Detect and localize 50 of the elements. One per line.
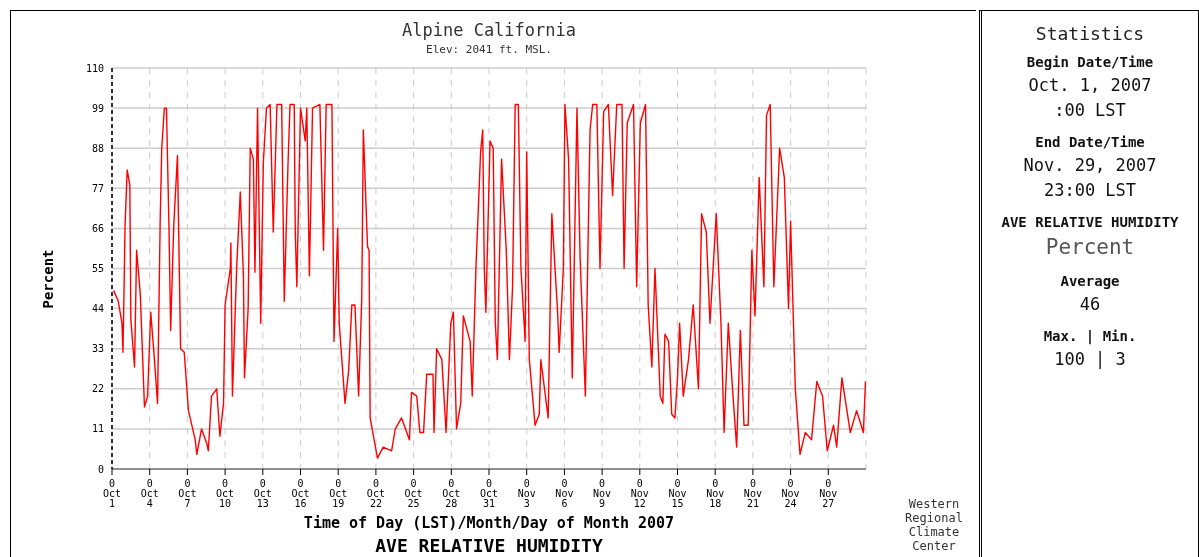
x-tick-label: 0 Oct 13 — [253, 478, 272, 509]
y-tick-label: 0 — [97, 463, 104, 475]
x-tick-label: 0 Nov 9 — [593, 478, 612, 509]
text: Max. | Min. — [1042, 328, 1138, 344]
x-tick-label: 0 Nov 12 — [630, 478, 649, 509]
text: Percent — [1044, 235, 1136, 259]
y-tick-label: 99 — [91, 102, 104, 114]
x-tick-label: 0 Nov 3 — [517, 478, 536, 509]
x-tick-label: 0 Nov 6 — [555, 478, 574, 509]
x-tick-label: 0 Nov 21 — [743, 478, 762, 509]
y-tick-label: 110 — [85, 62, 104, 74]
x-tick-label: 0 Oct 22 — [366, 478, 385, 509]
x-tick-label: 0 Oct 1 — [102, 478, 122, 509]
text: Western Regional Climate Center — [904, 497, 964, 553]
text: 23:00 LST — [1042, 180, 1138, 200]
text: 46 — [1078, 294, 1102, 314]
x-tick-label: 0 Nov 18 — [706, 478, 725, 509]
x-tick-label: 0 Nov 27 — [819, 478, 838, 509]
y-tick-label: 88 — [91, 142, 104, 154]
y-tick-label: 33 — [91, 343, 104, 355]
y-axis-title: Percent — [40, 249, 57, 309]
text: Average — [1059, 273, 1121, 289]
chart-subtitle: Elev: 2041 ft. MSL. — [425, 43, 553, 56]
x-tick-label: 0 Oct 16 — [291, 478, 310, 509]
text: Begin Date/Time — [1025, 54, 1155, 70]
x-tick-label: 0 Oct 7 — [178, 478, 197, 509]
text: AVE RELATIVE HUMIDITY — [1000, 214, 1180, 230]
text: 100 | 3 — [1053, 349, 1127, 369]
x-tick-label: 0 Oct 28 — [442, 478, 461, 509]
text: End Date/Time — [1034, 134, 1146, 150]
y-tick-label: 11 — [91, 423, 104, 435]
x-tick-label: 0 Oct 31 — [479, 478, 499, 509]
y-tick-label: 55 — [91, 263, 104, 275]
x-tick-label: 0 Oct 19 — [329, 478, 348, 509]
y-tick-label: 44 — [91, 303, 104, 315]
x-tick-label: 0 Nov 24 — [781, 478, 800, 509]
text: Statistics — [1034, 23, 1146, 44]
text: AVE RELATIVE HUMIDITY — [374, 535, 604, 556]
text: Oct. 1, 2007 — [1027, 75, 1153, 95]
y-tick-label: 22 — [91, 383, 104, 395]
chart-title: Alpine California — [401, 20, 577, 40]
x-tick-label: 0 Nov 15 — [668, 478, 687, 509]
y-tick-label: 77 — [91, 182, 104, 194]
x-axis-title: Time of Day (LST)/Month/Day of Month 2007 — [302, 514, 676, 532]
x-tick-label: 0 Oct 25 — [404, 478, 423, 509]
x-tick-label: 0 Oct 10 — [216, 478, 235, 509]
text: Nov. 29, 2007 — [1022, 155, 1158, 175]
y-tick-label: 66 — [91, 222, 104, 234]
x-tick-label: 0 Oct 4 — [140, 478, 159, 509]
text: :00 LST — [1053, 100, 1127, 120]
